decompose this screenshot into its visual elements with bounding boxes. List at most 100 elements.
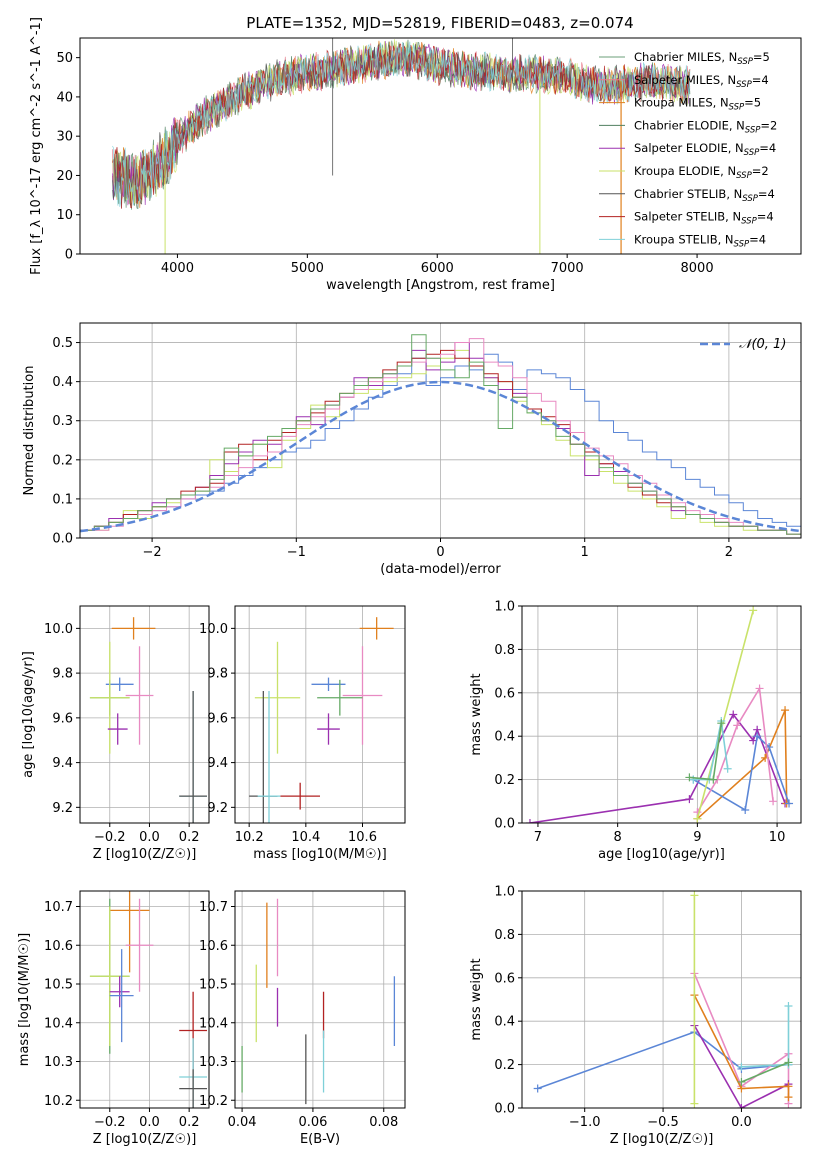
data-point xyxy=(107,713,128,745)
legend-subscript: SSP xyxy=(741,217,757,227)
series-marker xyxy=(737,1077,746,1086)
legend-count: =4 xyxy=(752,73,769,87)
y-axis-label: mass weight xyxy=(469,958,484,1040)
data-point xyxy=(105,677,134,692)
y-tick-label: 9.8 xyxy=(52,667,73,682)
data-point xyxy=(109,949,134,1043)
legend-subscript: SSP xyxy=(734,239,750,249)
x-tick-label: −1.0 xyxy=(569,1115,601,1130)
series-line xyxy=(692,734,790,812)
legend-count: =2 xyxy=(760,118,777,132)
series-marker xyxy=(769,797,778,806)
data-point xyxy=(125,898,154,992)
y-tick-label: 0.8 xyxy=(494,928,515,943)
y-tick-label: 0.4 xyxy=(494,730,515,745)
series-marker xyxy=(685,795,694,804)
histogram-step xyxy=(80,334,801,535)
y-tick-label: 9.4 xyxy=(52,756,73,771)
legend-label: Chabrier ELODIE, NSSP=2 xyxy=(634,118,777,135)
data-point xyxy=(89,641,130,754)
weight-series xyxy=(693,606,758,823)
y-tick-label: 10.5 xyxy=(199,978,228,993)
legend-count: =4 xyxy=(759,141,776,155)
y-tick-label: 0.6 xyxy=(494,686,515,701)
y-tick-label: 10.3 xyxy=(199,1055,228,1070)
weight-series xyxy=(690,891,699,1108)
x-tick-label: 7000 xyxy=(551,261,584,276)
series-marker xyxy=(749,606,758,615)
x-tick-label: 8 xyxy=(614,830,622,845)
axes-frame xyxy=(521,890,802,1109)
weight-series xyxy=(737,1002,793,1071)
x-tick-label: 0.2 xyxy=(179,1115,200,1130)
y-tick-label: 10.7 xyxy=(44,900,73,915)
legend-subscript: SSP xyxy=(744,148,760,158)
panel-age-vs-mass: 10.2 10.4 10.6 9.2 9.4 9.6 9.8 10.0 mass [log10(… xyxy=(199,605,406,862)
y-tick-label: 0.1 xyxy=(52,492,73,507)
x-axis-label: (data-model)/error xyxy=(380,562,501,577)
legend-count: =4 xyxy=(749,232,766,246)
x-tick-label: 5000 xyxy=(291,261,324,276)
x-tick-label: 0.2 xyxy=(179,830,200,845)
legend-label: Kroupa STELIB, NSSP=4 xyxy=(634,232,766,249)
plot-area xyxy=(241,898,396,1105)
x-tick-label: 7 xyxy=(534,830,542,845)
series-marker xyxy=(685,773,694,782)
y-tick-label: 1.0 xyxy=(494,600,515,615)
y-tick-label: 20 xyxy=(56,169,73,184)
data-point xyxy=(280,782,320,810)
plot-area xyxy=(533,891,793,1108)
x-tick-label: 1 xyxy=(581,545,589,560)
legend-count: =4 xyxy=(758,187,775,201)
y-axis-label: mass weight xyxy=(469,673,484,755)
y-tick-label: 10.2 xyxy=(44,1094,73,1109)
y-tick-label: 30 xyxy=(56,130,73,145)
panel-mass-vs-Z: −0.2 0.0 0.2 10.2 10.3 10.4 10.5 10.6 10.7 Z [log… xyxy=(17,890,210,1147)
y-axis-label: age [log10(age/yr)] xyxy=(21,651,36,778)
legend: Chabrier MILES, NSSP=5 Salpeter MILES, NS… xyxy=(599,50,777,249)
x-tick-label: 10.6 xyxy=(348,830,377,845)
series-marker xyxy=(741,805,750,814)
axes-frame xyxy=(79,605,210,824)
weight-series xyxy=(693,684,778,817)
series-line xyxy=(693,720,729,781)
panel-weight-vs-Z: −1.0 −0.5 0.0 0.0 0.2 0.4 0.6 0.8 1.0 Z [log10(Z/… xyxy=(469,885,802,1147)
x-tick-label: 8000 xyxy=(681,261,714,276)
series-line xyxy=(537,1031,789,1090)
axes-frame xyxy=(234,605,406,824)
legend: 𝒩(0, 1) xyxy=(700,337,786,352)
axes-frame xyxy=(79,890,210,1109)
y-tick-label: 10.2 xyxy=(199,1094,228,1109)
x-tick-label: 10 xyxy=(769,830,786,845)
data-point xyxy=(257,691,281,823)
y-tick-label: 0.2 xyxy=(52,453,73,468)
series-line xyxy=(529,713,786,823)
axes-frame xyxy=(79,322,802,539)
y-tick-label: 10.5 xyxy=(44,978,73,993)
series-marker xyxy=(785,799,794,808)
legend-subscript: SSP xyxy=(736,171,752,181)
data-point xyxy=(317,713,340,745)
x-tick-label: 4000 xyxy=(161,261,194,276)
series-marker xyxy=(723,764,732,773)
y-tick-label: 0.0 xyxy=(494,817,515,832)
series-marker xyxy=(784,1082,793,1091)
series-line xyxy=(696,610,754,819)
y-tick-label: 0.4 xyxy=(52,375,73,390)
x-tick-label: −0.2 xyxy=(94,830,126,845)
x-axis-label: E(B-V) xyxy=(300,1132,340,1147)
y-tick-label: 10.0 xyxy=(199,622,228,637)
plot-area xyxy=(525,606,794,823)
y-tick-label: 10.4 xyxy=(199,1016,228,1031)
y-axis-label: Flux [f_λ 10^-17 erg cm^-2 s^-1 A^-1] xyxy=(29,17,44,275)
data-point xyxy=(179,1069,208,1108)
series-marker xyxy=(755,684,764,693)
y-tick-label: 0.2 xyxy=(494,1058,515,1073)
plot-area xyxy=(112,38,691,254)
panel-spectrum: 4000 5000 6000 7000 8000 0 10 20 30 40 50 wavelengt… xyxy=(29,17,802,293)
y-tick-label: 10.6 xyxy=(44,939,73,954)
y-tick-label: 0.0 xyxy=(52,532,73,547)
legend-label: Chabrier MILES, NSSP=5 xyxy=(634,50,770,67)
series-marker xyxy=(525,819,534,823)
